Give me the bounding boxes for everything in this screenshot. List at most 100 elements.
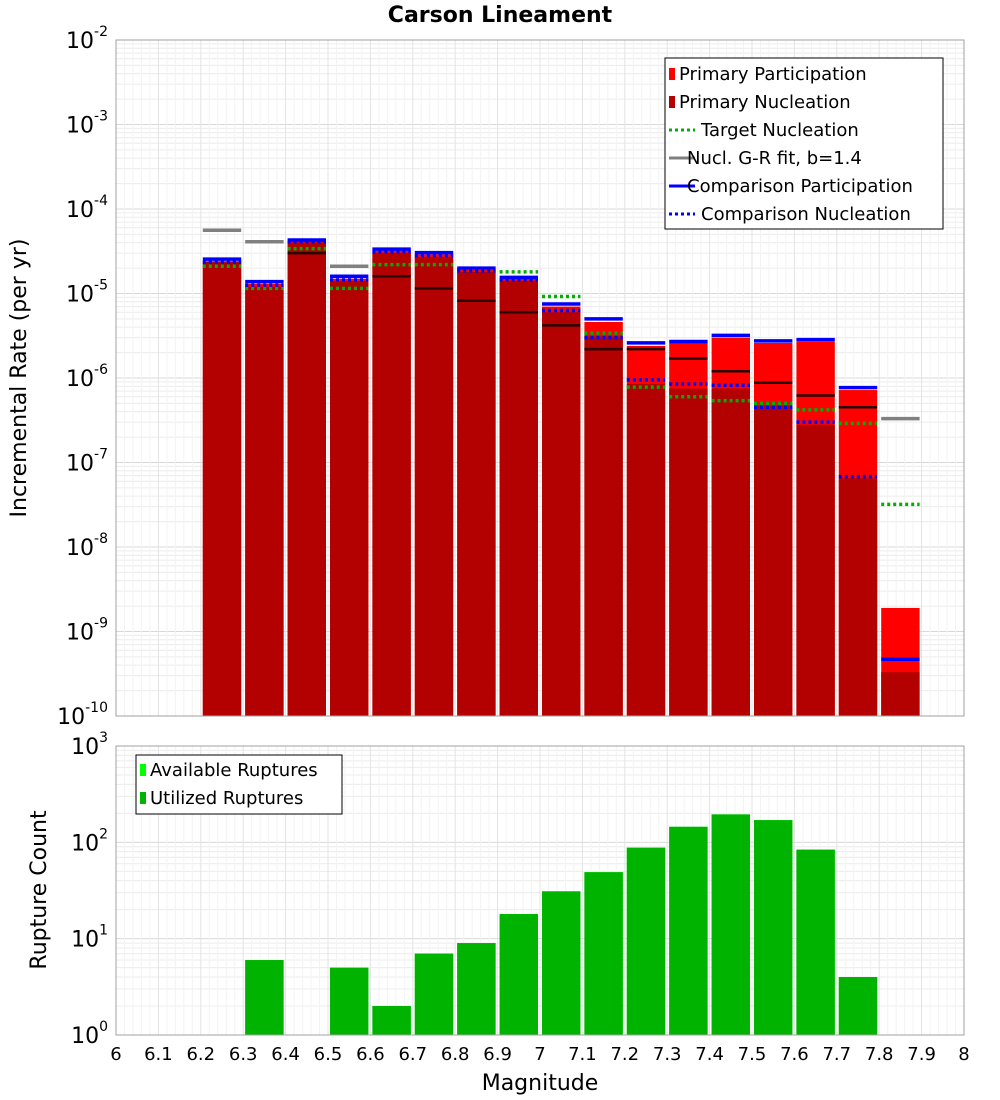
top-y-tick-exponent: -5 bbox=[94, 278, 108, 294]
primary-nucleation-bar bbox=[414, 257, 454, 716]
primary-nucleation-bar bbox=[881, 672, 920, 716]
x-tick-label: 7.7 bbox=[822, 1044, 851, 1065]
bottom-y-tick-base: 10 bbox=[71, 735, 99, 760]
top-y-tick-exponent: -3 bbox=[94, 109, 108, 125]
x-axis-label: Magnitude bbox=[482, 1071, 599, 1096]
x-tick-label: 7.1 bbox=[568, 1044, 597, 1065]
utilized-ruptures-bar bbox=[796, 849, 835, 1035]
x-tick-label: 7.2 bbox=[610, 1044, 639, 1065]
bottom-y-tick-label: 102 bbox=[71, 826, 108, 856]
top-legend-label: Nucl. G-R fit, b=1.4 bbox=[687, 148, 862, 169]
top-legend-label: Comparison Participation bbox=[687, 176, 913, 197]
bottom-y-tick-exponent: 2 bbox=[99, 826, 108, 842]
primary-nucleation-bar bbox=[542, 312, 581, 716]
utilized-ruptures-bar bbox=[584, 872, 623, 1035]
bottom-y-tick-exponent: 1 bbox=[99, 923, 108, 939]
top-legend-swatch bbox=[669, 68, 675, 80]
bottom-y-tick-label: 103 bbox=[71, 730, 108, 760]
utilized-ruptures-bar bbox=[245, 960, 284, 1035]
top-y-tick-exponent: -2 bbox=[94, 24, 108, 40]
primary-nucleation-bar bbox=[287, 242, 326, 717]
top-y-tick-label: 10-8 bbox=[66, 531, 108, 561]
bottom-y-tick-base: 10 bbox=[71, 1024, 99, 1049]
x-tick-label: 7.9 bbox=[907, 1044, 936, 1065]
bottom-plot-frame bbox=[115, 745, 965, 1036]
bottom-legend-swatch bbox=[140, 764, 146, 776]
bottom-y-axis-label: Rupture Count bbox=[27, 810, 52, 970]
utilized-ruptures-bar bbox=[669, 826, 708, 1035]
top-y-tick-base: 10 bbox=[66, 536, 94, 561]
top-y-tick-label: 10-10 bbox=[57, 700, 108, 730]
x-tick-label: 8 bbox=[958, 1044, 969, 1065]
x-tick-label: 6.9 bbox=[483, 1044, 512, 1065]
bottom-y-tick-exponent: 0 bbox=[99, 1019, 108, 1035]
bottom-legend-box bbox=[135, 754, 343, 815]
top-y-tick-label: 10-3 bbox=[66, 109, 108, 139]
utilized-ruptures-bar bbox=[542, 891, 581, 1035]
top-y-tick-exponent: -8 bbox=[94, 531, 108, 547]
incremental-rate-panel: 10-210-310-410-510-610-710-810-910-10Pri… bbox=[57, 24, 965, 730]
top-y-tick-base: 10 bbox=[66, 114, 94, 139]
top-y-tick-exponent: -7 bbox=[94, 447, 108, 463]
top-y-tick-label: 10-9 bbox=[66, 616, 108, 646]
utilized-ruptures-bar bbox=[457, 943, 496, 1035]
top-y-tick-base: 10 bbox=[66, 621, 94, 646]
top-y-tick-label: 10-6 bbox=[66, 362, 108, 392]
primary-nucleation-bar bbox=[245, 286, 284, 716]
x-tick-label: 6.6 bbox=[356, 1044, 385, 1065]
top-legend-label: Target Nucleation bbox=[700, 120, 859, 141]
x-tick-label: 6.3 bbox=[229, 1044, 258, 1065]
primary-nucleation-bar bbox=[711, 388, 750, 716]
bottom-legend-swatch bbox=[140, 792, 146, 804]
x-tick-label: 7.8 bbox=[865, 1044, 894, 1065]
top-y-tick-exponent: -9 bbox=[94, 616, 108, 632]
top-legend-box bbox=[664, 57, 944, 230]
top-y-axis-label: Incremental Rate (per yr) bbox=[7, 239, 32, 518]
x-tick-label: 6 bbox=[110, 1044, 121, 1065]
top-plot-frame bbox=[115, 39, 965, 717]
primary-nucleation-bar bbox=[796, 424, 835, 716]
primary-nucleation-bar bbox=[838, 478, 878, 716]
bottom-y-tick-base: 10 bbox=[71, 928, 99, 953]
top-y-tick-label: 10-4 bbox=[66, 193, 108, 223]
primary-nucleation-bar bbox=[626, 383, 666, 716]
x-tick-label: 6.2 bbox=[186, 1044, 215, 1065]
x-tick-label: 7 bbox=[534, 1044, 545, 1065]
bottom-y-tick-label: 100 bbox=[71, 1019, 108, 1049]
bottom-y-tick-label: 101 bbox=[71, 923, 108, 953]
utilized-ruptures-bar bbox=[330, 967, 369, 1035]
top-y-tick-base: 10 bbox=[66, 452, 94, 477]
x-tick-label: 7.4 bbox=[695, 1044, 724, 1065]
top-legend-label: Primary Nucleation bbox=[679, 92, 851, 113]
top-y-tick-exponent: -6 bbox=[94, 362, 108, 378]
top-y-tick-base: 10 bbox=[57, 705, 85, 730]
top-y-tick-base: 10 bbox=[66, 198, 94, 223]
top-y-tick-label: 10-7 bbox=[66, 447, 108, 477]
top-legend-label: Comparison Nucleation bbox=[701, 204, 911, 225]
utilized-ruptures-bar bbox=[626, 847, 666, 1035]
top-y-tick-label: 10-5 bbox=[66, 278, 108, 308]
utilized-ruptures-bar bbox=[499, 914, 538, 1035]
x-tick-label: 7.5 bbox=[738, 1044, 767, 1065]
primary-nucleation-bar bbox=[669, 388, 708, 716]
x-tick-label: 6.4 bbox=[271, 1044, 300, 1065]
utilized-ruptures-bar bbox=[838, 977, 878, 1035]
x-tick-label: 6.1 bbox=[144, 1044, 173, 1065]
top-y-tick-exponent: -10 bbox=[85, 700, 108, 716]
x-tick-label: 6.8 bbox=[441, 1044, 470, 1065]
bottom-legend-label: Available Ruptures bbox=[150, 760, 318, 781]
primary-nucleation-bar bbox=[202, 261, 242, 716]
utilized-ruptures-bar bbox=[754, 820, 793, 1035]
primary-nucleation-bar bbox=[457, 271, 496, 716]
bottom-legend-label: Utilized Ruptures bbox=[150, 788, 303, 809]
primary-nucleation-bar bbox=[754, 405, 793, 716]
top-y-tick-exponent: -4 bbox=[94, 193, 108, 209]
primary-nucleation-bar bbox=[499, 281, 538, 716]
bottom-y-tick-exponent: 3 bbox=[99, 730, 108, 746]
top-y-tick-base: 10 bbox=[66, 367, 94, 392]
top-legend-label: Primary Participation bbox=[679, 64, 867, 85]
chart-title: Carson Lineament bbox=[388, 3, 613, 28]
